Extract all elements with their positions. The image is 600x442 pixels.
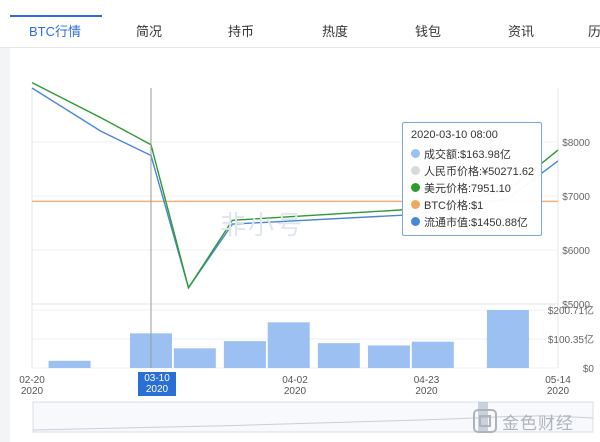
x-axis-tick-label: 05-14 (545, 375, 571, 386)
brand-logo: 金色财经 (472, 408, 574, 434)
tooltip-row-usd-price: 美元价格:7951.10 (411, 179, 533, 196)
x-axis-tick-year: 2020 (284, 386, 307, 397)
tooltip-row-market-cap: 流通市值:$1450.88亿 (411, 213, 533, 230)
legend-dot-icon (411, 200, 420, 209)
tooltip-row-text: 成交额:$163.98亿 (424, 148, 511, 161)
tab-wallet[interactable]: 钱包 (415, 24, 442, 39)
price-axis-tick-label: $8000 (562, 138, 590, 149)
tab-btc-market[interactable]: BTC行情 (29, 24, 82, 39)
volume-bar (367, 345, 410, 368)
legend-dot-icon (411, 183, 420, 192)
tab-bar: BTC行情 简况 持币 热度 钱包 资讯 历 (0, 0, 600, 48)
tooltip-row-btc-price: BTC价格:$1 (411, 196, 533, 213)
volume-bar (411, 341, 454, 368)
active-tab-indicator (10, 15, 102, 17)
tooltip-title: 2020-03-10 08:00 (411, 129, 498, 141)
volume-axis-tick-label: $200.71亿 (548, 304, 594, 317)
volume-axis-tick-label: $100.35亿 (548, 333, 594, 346)
tooltip-row-text: 美元价格:7951.10 (424, 182, 511, 195)
tooltip-row-text: 流通市值:$1450.88亿 (424, 216, 528, 229)
volume-bar (317, 343, 360, 368)
price-axis-tick-label: $7000 (562, 192, 590, 203)
tooltip-row-volume: 成交额:$163.98亿 (411, 145, 533, 162)
volume-bar (267, 322, 310, 368)
x-axis-tick-label: 04-02 (282, 375, 308, 386)
volume-axis-tick-label: $0 (583, 364, 595, 375)
tooltip-row-cny-price: 人民币价格:¥50271.62 (411, 162, 535, 179)
badge-date: 03-10 (144, 373, 170, 384)
legend-dot-icon (411, 166, 420, 175)
x-axis-pointer-badge: 03-10 2020 (138, 372, 176, 396)
x-axis-tick-year: 2020 (415, 386, 438, 397)
tab-popularity[interactable]: 热度 (322, 24, 349, 39)
volume-bar (48, 360, 91, 368)
legend-dot-icon (411, 217, 420, 226)
chart-card (10, 48, 600, 442)
watermark-text: 非小号 (220, 210, 305, 240)
tab-history[interactable]: 历 (588, 24, 600, 39)
legend-dot-icon (411, 149, 420, 158)
x-axis-tick-year: 2020 (21, 386, 44, 397)
logo-text: 金色财经 (502, 413, 574, 433)
logo-icon (473, 409, 497, 433)
tab-news[interactable]: 资讯 (508, 24, 535, 39)
chart-tooltip: 2020-03-10 08:00 成交额:$163.98亿 人民币价格:¥502… (402, 122, 542, 236)
price-axis-tick-label: $6000 (562, 246, 590, 257)
tab-overview[interactable]: 简况 (136, 24, 163, 39)
tooltip-row-text: BTC价格:$1 (424, 199, 484, 212)
x-axis-tick-label: 04-23 (414, 375, 440, 386)
x-axis-tick-year: 2020 (547, 386, 570, 397)
volume-bar (223, 341, 266, 368)
chart-area (0, 48, 600, 442)
volume-bar (173, 348, 216, 368)
tab-holdings[interactable]: 持币 (228, 24, 255, 39)
volume-bar (486, 310, 529, 368)
price-axis-tick-label: $5000 (562, 300, 590, 311)
badge-year: 2020 (145, 384, 169, 395)
tooltip-row-text: 人民币价格:¥50271.62 (424, 165, 535, 178)
x-axis-tick-label: 02-20 (19, 375, 45, 386)
zoom-slider-sparkline (32, 415, 594, 431)
